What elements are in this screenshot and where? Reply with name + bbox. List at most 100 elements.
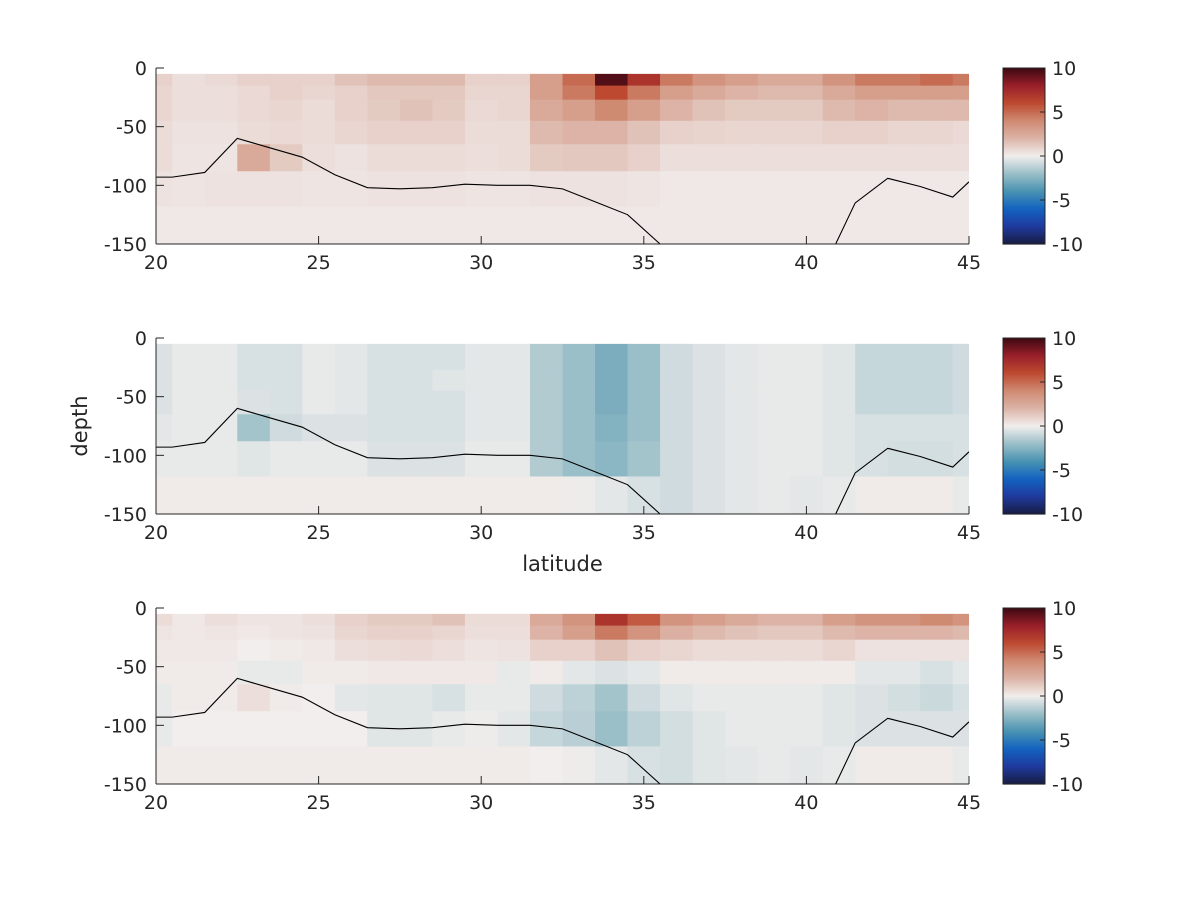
colorbar-segment [1003,397,1045,401]
colorbar-segment [1003,104,1045,108]
heatmap-cell [920,390,954,415]
heatmap-cell [399,355,434,371]
heatmap-cell [887,85,921,101]
heatmap-cell [432,441,466,478]
colorbar: 10 5 0 -5 -10 [1002,58,1083,256]
colorbar-segment [1003,341,1045,344]
colorbar-segment [1003,623,1045,627]
heatmap-cell [920,85,954,101]
heatmap-cell [855,625,889,641]
colorbar-segment [1003,215,1045,219]
heatmap-cells [156,613,969,784]
colorbar-segment [1003,731,1045,734]
heatmap-cell [725,625,759,641]
colorbar-segment [1003,173,1045,176]
heatmap-cell [497,711,531,748]
heatmap-cell [855,613,889,627]
colorbar-segment [1003,348,1045,351]
colorbar-segment [1003,387,1045,390]
heatmap-cell [302,73,336,87]
colorbar-segment [1003,652,1045,655]
colorbar-segment [1003,399,1045,402]
colorbar-segment [1003,235,1045,238]
heatmap-cell [367,343,401,357]
colorbar-segment [1003,448,1045,452]
colorbar-segment [1003,101,1045,104]
colorbar-segment [1003,170,1045,173]
heatmap-cell [660,414,694,442]
heatmap-cell [855,746,889,784]
colorbar-segment [1003,643,1045,646]
heatmap-cell [725,476,759,514]
heatmap-cell [334,206,368,244]
heatmap-cell [562,639,596,662]
heatmap-cell [725,711,759,748]
colorbar-segment [1003,727,1045,731]
colorbar-segment [1003,769,1045,773]
heatmap-cell [562,144,596,172]
heatmap-cell [464,73,499,87]
colorbar-segment [1003,410,1045,413]
colorbar-segment [1003,138,1045,141]
heatmap-cell [562,660,596,685]
colorbar-segment [1003,156,1045,159]
colorbar-segment [1003,182,1045,185]
heatmap-cell [627,613,661,627]
heatmap-cell [156,625,173,641]
heatmap-cell [269,355,303,371]
heatmap-cell [497,625,531,641]
heatmap-cell [464,390,499,415]
heatmap-cell [464,99,499,122]
heatmap-cell [334,625,368,641]
heatmap-cell [302,639,336,662]
heatmap-cell [790,390,824,415]
heatmap-cell [497,171,531,208]
heatmap-cell [887,660,921,685]
colorbar-segment [1003,157,1045,161]
heatmap-cell [952,120,969,145]
colorbar-segment [1003,369,1045,373]
heatmap-cell [692,660,726,685]
heatmap-cell [367,414,401,442]
heatmap-cell [334,73,368,87]
heatmap-cell [334,85,368,101]
colorbar-segment [1003,343,1045,346]
colorbar-segment [1003,210,1045,213]
heatmap-cell [302,355,336,371]
heatmap-cell [367,390,401,415]
colorbar-segment [1003,650,1045,653]
colorbar-segment [1003,644,1045,648]
colorbar-segment [1003,720,1045,723]
heatmap-cell [725,355,759,371]
colorbar-segment [1003,678,1045,681]
colorbar-segment [1003,161,1045,164]
heatmap-cell [497,414,531,442]
heatmap-cell [269,476,303,514]
heatmap-cell [562,414,596,442]
heatmap-cell [432,355,466,371]
heatmap-cell [269,369,303,392]
heatmap-cell [367,639,401,662]
heatmap-cell [497,660,531,685]
colorbar-segment [1003,696,1045,699]
colorbar-segment [1003,73,1045,76]
heatmap-cell [156,711,173,748]
colorbar-segment [1003,699,1045,702]
heatmap-cell [497,476,531,514]
heatmap-cell [692,206,726,244]
heatmap-cell [855,144,889,172]
heatmap-cell [855,171,889,208]
colorbar: 10 5 0 -5 -10 [1002,598,1083,796]
heatmap-cell [692,73,726,87]
heatmap-cell [399,746,434,784]
colorbar-segment [1003,681,1045,685]
x-tick-label: 30 [469,252,493,274]
colorbar-segment [1003,376,1045,380]
colorbar-segment [1003,741,1045,745]
colorbar-segment [1003,374,1045,378]
heatmap-cell [757,441,791,478]
heatmap-cell [497,441,531,478]
heatmap-cell [855,355,889,371]
colorbar-segment [1003,657,1045,660]
colorbar-segment [1003,450,1045,453]
